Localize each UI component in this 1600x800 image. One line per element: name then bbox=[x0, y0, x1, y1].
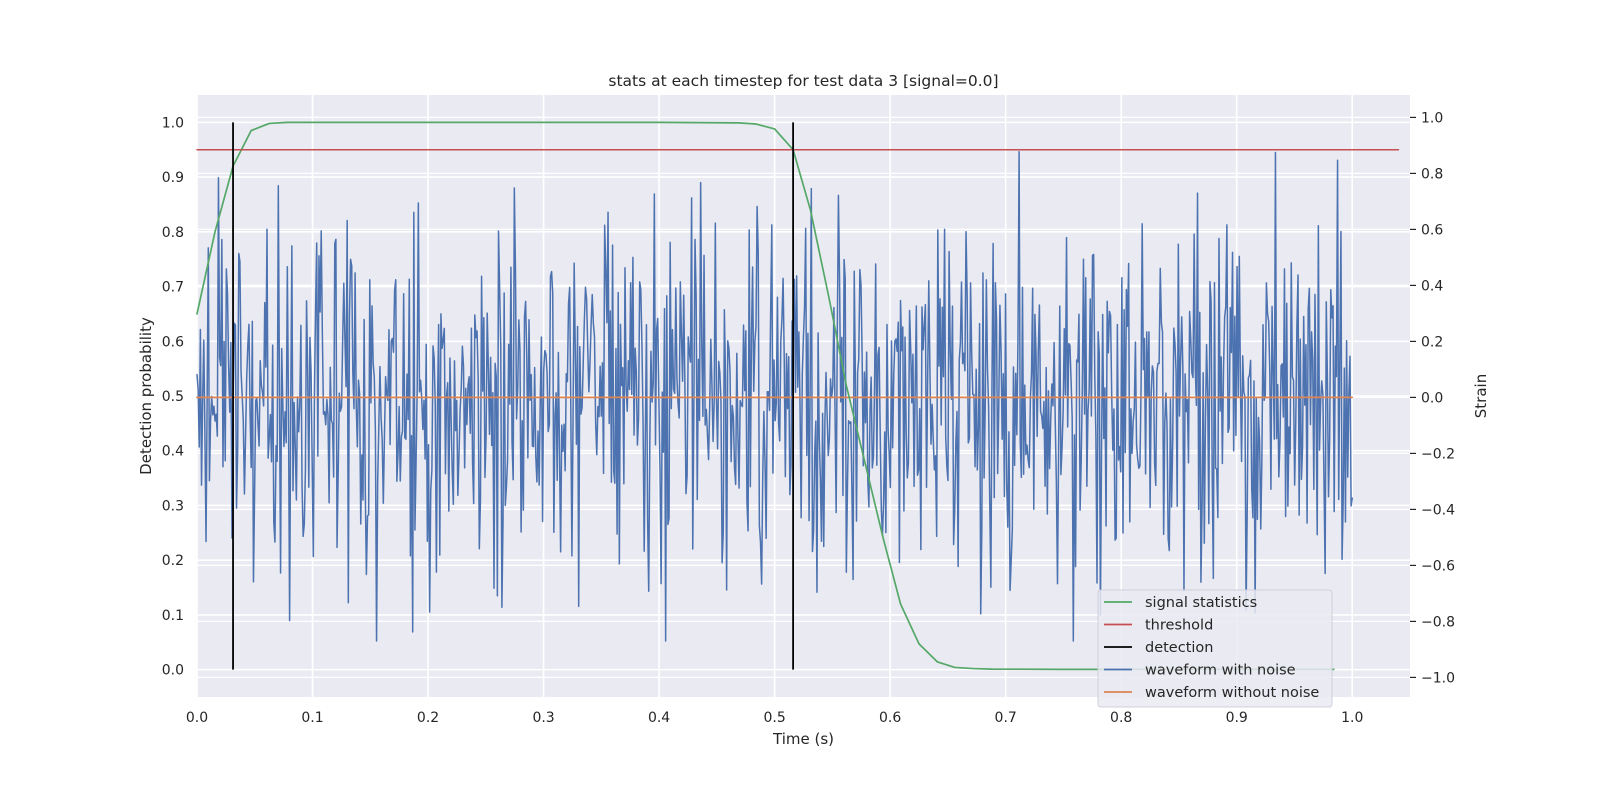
y-right-tick-label: 0.0 bbox=[1421, 390, 1443, 406]
y-right-tick-label: 0.8 bbox=[1421, 166, 1443, 182]
x-tick-label: 1.0 bbox=[1341, 710, 1363, 726]
x-tick-label: 0.8 bbox=[1110, 710, 1132, 726]
legend-label: threshold bbox=[1145, 618, 1213, 634]
legend-label: waveform with noise bbox=[1145, 663, 1296, 679]
legend-label: signal statistics bbox=[1145, 595, 1257, 611]
series-signal-statistics bbox=[196, 121, 1335, 671]
y-tick-label: 0.4 bbox=[162, 444, 184, 460]
x-tick-label: 0.1 bbox=[301, 710, 323, 726]
x-tick-label: 0.2 bbox=[417, 710, 439, 726]
x-tick-label: 0.0 bbox=[186, 710, 208, 726]
x-tick-label: 0.7 bbox=[995, 710, 1017, 726]
y-right-tick-label: 0.4 bbox=[1421, 278, 1443, 294]
chart-title: stats at each timestep for test data 3 [… bbox=[608, 72, 998, 90]
y-tick-label: 0.0 bbox=[162, 663, 184, 679]
y-right-tick-label: −0.6 bbox=[1421, 558, 1455, 574]
x-tick-label: 0.5 bbox=[763, 710, 785, 726]
y-tick-label: 0.5 bbox=[162, 389, 184, 405]
y-tick-label: 0.6 bbox=[162, 334, 184, 350]
y-right-tick-label: 0.6 bbox=[1421, 222, 1443, 238]
axes-layer: 0.0 0.1 0.2 0.3 0.4 0.5 0.6 0.7 0.8 0.9 1.0 0.0 0.1 0… bbox=[162, 110, 1455, 726]
y-tick-label: 0.2 bbox=[162, 553, 184, 569]
series-waveform-with-noise bbox=[196, 150, 1353, 642]
x-tick-label: 0.3 bbox=[532, 710, 554, 726]
y-right-tick-label: −0.2 bbox=[1421, 446, 1455, 462]
y-right-axis-title: Strain bbox=[1472, 374, 1490, 418]
y-right-tick-label: 1.0 bbox=[1421, 110, 1443, 126]
x-tick-label: 0.4 bbox=[648, 710, 670, 726]
y-right-tick-label: −0.8 bbox=[1421, 614, 1455, 630]
legend-box bbox=[1097, 589, 1333, 708]
x-axis-title: Time (s) bbox=[772, 730, 834, 748]
y-tick-label: 0.3 bbox=[162, 498, 184, 514]
y-right-tick-label: −1.0 bbox=[1421, 670, 1455, 686]
series-layer bbox=[196, 121, 1400, 671]
legend-label: waveform without noise bbox=[1145, 685, 1319, 701]
x-tick-label: 0.6 bbox=[879, 710, 901, 726]
x-tick-label: 0.9 bbox=[1226, 710, 1248, 726]
y-tick-label: 1.0 bbox=[162, 115, 184, 131]
y-tick-label: 0.8 bbox=[162, 225, 184, 241]
y-tick-label: 0.1 bbox=[162, 608, 184, 624]
y-tick-label: 0.7 bbox=[162, 280, 184, 296]
y-tick-label: 0.9 bbox=[162, 170, 184, 186]
y-axis-title: Detection probability bbox=[137, 317, 155, 475]
y-right-tick-label: 0.2 bbox=[1421, 334, 1443, 350]
legend-label: detection bbox=[1145, 640, 1213, 656]
y-right-tick-label: −0.4 bbox=[1421, 502, 1455, 518]
legend: signal statistics threshold detection wavef… bbox=[1097, 589, 1333, 708]
